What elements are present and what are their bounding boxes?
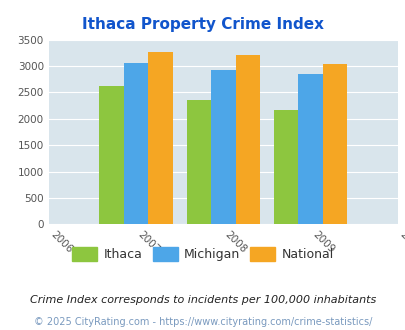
Bar: [124, 63, 148, 224]
Bar: [298, 75, 322, 224]
Bar: [273, 110, 298, 224]
Bar: [235, 55, 259, 224]
Legend: Ithaca, Michigan, National: Ithaca, Michigan, National: [67, 242, 338, 266]
Bar: [148, 52, 172, 224]
Text: © 2025 CityRating.com - https://www.cityrating.com/crime-statistics/: © 2025 CityRating.com - https://www.city…: [34, 317, 371, 327]
Text: Crime Index corresponds to incidents per 100,000 inhabitants: Crime Index corresponds to incidents per…: [30, 295, 375, 305]
Text: Ithaca Property Crime Index: Ithaca Property Crime Index: [82, 16, 323, 31]
Bar: [99, 85, 124, 224]
Bar: [186, 100, 211, 224]
Bar: [211, 70, 235, 224]
Bar: [322, 64, 346, 224]
